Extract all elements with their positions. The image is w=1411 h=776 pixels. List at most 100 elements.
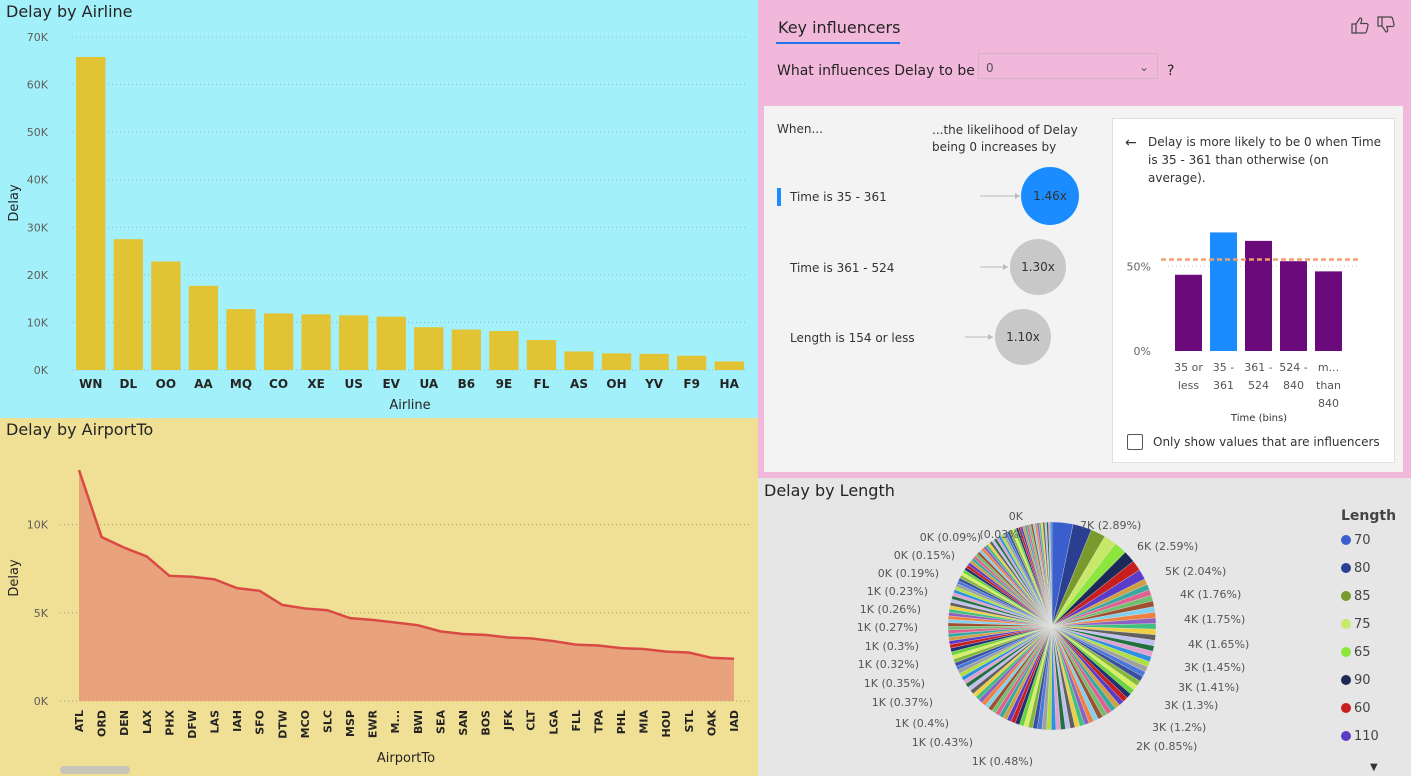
x-tick-label: AA <box>194 377 213 391</box>
pie-data-label: 1K (0.4%) <box>895 717 949 730</box>
x-tick-label: MIA <box>638 710 651 734</box>
influencer-row-label[interactable]: Time is 35 - 361 <box>790 190 887 204</box>
x-tick-label: AS <box>570 377 588 391</box>
legend-color-dot <box>1341 619 1351 629</box>
airline-chart-panel: Delay by Airline 70K 60K 50K 40K 30K 20K 10K 0K… <box>0 0 758 418</box>
x-tick-label: ATL <box>73 710 86 732</box>
y-tick-label: 60K <box>27 79 49 92</box>
influencers-only-checkbox[interactable] <box>1127 434 1143 450</box>
pie-data-label: 1K (0.37%) <box>872 696 933 709</box>
value-dropdown[interactable]: 0 ⌄ <box>978 53 1158 79</box>
length-chart-title: Delay by Length <box>764 481 895 500</box>
x-tick-label: BOS <box>480 710 493 736</box>
x-tick-label: EV <box>382 377 400 391</box>
airline-chart-title: Delay by Airline <box>6 2 133 21</box>
pie-data-label: 5K (2.04%) <box>1165 565 1226 578</box>
detail-bar <box>1280 261 1307 351</box>
detail-x-axis-label: Time (bins) <box>1230 413 1287 424</box>
legend-item[interactable]: 60 <box>1341 701 1371 716</box>
detail-x-tick-label: 840 <box>1283 379 1304 392</box>
y-tick-label: 0K <box>34 364 49 377</box>
detail-x-tick-label: 35 - <box>1213 361 1234 374</box>
horizontal-scrollbar[interactable] <box>60 766 130 774</box>
detail-x-tick-label: 840 <box>1318 397 1339 410</box>
x-tick-label: OH <box>606 377 626 391</box>
legend-color-dot <box>1341 535 1351 545</box>
x-tick-label: XE <box>307 377 324 391</box>
bar <box>76 56 106 370</box>
pie-data-label: 4K (1.75%) <box>1184 613 1245 626</box>
x-tick-label: BWI <box>412 710 425 734</box>
connector-arrow <box>1015 193 1020 199</box>
detail-description: Delay is more likely to be 0 when Time i… <box>1148 135 1382 185</box>
influencer-row-label[interactable]: Length is 154 or less <box>790 331 915 345</box>
legend-item[interactable]: 85 <box>1341 589 1371 604</box>
influencer-bubble <box>1010 239 1066 295</box>
pie-data-label: 1K (0.3%) <box>865 640 919 653</box>
x-tick-label: DEN <box>118 710 131 736</box>
x-tick-label: OAK <box>705 710 718 737</box>
x-axis-label: AirportTo <box>377 751 435 766</box>
bar <box>714 361 744 370</box>
legend-color-dot <box>1341 563 1351 573</box>
x-tick-label: M... <box>389 710 402 733</box>
pie-data-label: 1K (0.43%) <box>912 736 973 749</box>
legend-item[interactable]: 110 <box>1341 729 1379 744</box>
x-tick-label: FL <box>534 377 550 391</box>
influencers-body: When... ...the likelihood of Delay being… <box>764 106 1403 472</box>
x-tick-label: SAN <box>457 710 470 736</box>
dropdown-value: 0 <box>986 61 994 75</box>
pie-data-label: 0K (0.09%) <box>920 531 981 544</box>
checkbox-label: Only show values that are influencers <box>1153 435 1380 449</box>
detail-x-tick-label: 524 - <box>1279 361 1307 374</box>
detail-x-tick-label: less <box>1178 379 1200 392</box>
legend-color-dot <box>1341 647 1351 657</box>
y-tick-label: 50K <box>27 126 49 139</box>
x-tick-label: DTW <box>276 710 289 739</box>
influencer-bubble <box>995 309 1051 365</box>
x-tick-label: HOU <box>660 710 673 738</box>
x-tick-label: IAH <box>231 710 244 732</box>
x-tick-label: UA <box>419 377 438 391</box>
legend-label: 85 <box>1354 589 1371 604</box>
x-tick-label: MSP <box>344 710 357 737</box>
legend-item[interactable]: 90 <box>1341 673 1371 688</box>
thumbs-down-icon[interactable] <box>1376 16 1396 34</box>
y-tick-label: 10K <box>27 519 49 532</box>
legend-label: 90 <box>1354 673 1371 688</box>
tab-key-influencers[interactable]: Key influencers <box>778 18 901 37</box>
x-tick-label: YV <box>644 377 664 391</box>
bar <box>601 353 632 370</box>
pie-data-label: 1K (0.26%) <box>860 603 921 616</box>
y-tick-label: 5K <box>34 607 49 620</box>
x-axis-label: Airline <box>389 398 430 413</box>
pie-data-label: 7K (2.89%) <box>1080 519 1141 532</box>
y-axis-label: Delay <box>7 184 22 222</box>
pie-data-label: 3K (1.3%) <box>1164 699 1218 712</box>
legend-item[interactable]: 65 <box>1341 645 1371 660</box>
bar <box>188 285 219 370</box>
bar <box>151 261 181 370</box>
y-tick-label: 20K <box>27 269 49 282</box>
legend-item[interactable]: 80 <box>1341 561 1371 576</box>
bar <box>451 329 481 370</box>
influencer-row-label[interactable]: Time is 361 - 524 <box>790 261 895 275</box>
x-tick-label: JFK <box>502 710 515 732</box>
bar <box>263 313 294 370</box>
legend-scroll-down-icon[interactable]: ▼ <box>1370 762 1378 773</box>
legend-item[interactable]: 70 <box>1341 533 1371 548</box>
x-tick-label: MCO <box>299 710 312 738</box>
legend-item[interactable]: 75 <box>1341 617 1371 632</box>
key-influencers-panel: Key influencers What influences Delay to… <box>758 0 1411 478</box>
influencer-value: 1.46x <box>1033 189 1067 203</box>
x-tick-label: LGA <box>547 710 560 735</box>
back-arrow-icon[interactable]: ← <box>1125 135 1137 151</box>
thumbs-up-icon[interactable] <box>1350 16 1370 34</box>
chevron-down-icon: ⌄ <box>1138 60 1149 74</box>
x-tick-label: F9 <box>683 377 700 391</box>
when-header: When... <box>777 122 823 136</box>
influence-question: What influences Delay to be <box>777 63 975 79</box>
legend-title: Length <box>1341 508 1397 524</box>
bar <box>301 314 331 370</box>
pie-data-label: 1K (0.48%) <box>972 755 1033 768</box>
